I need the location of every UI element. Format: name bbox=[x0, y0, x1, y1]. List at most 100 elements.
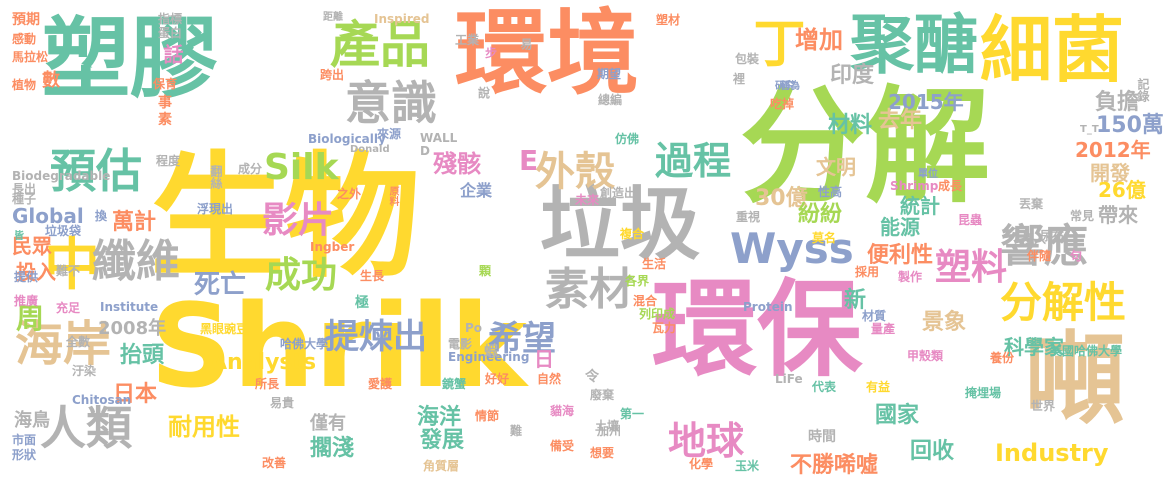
word-15: 纖維 bbox=[92, 236, 180, 287]
word-90: 易 bbox=[519, 38, 533, 50]
word-109: 程度 bbox=[156, 154, 181, 168]
word-130: Ingber bbox=[310, 240, 355, 254]
word-43: 負擔 bbox=[1095, 90, 1140, 115]
word-61: 發展 bbox=[420, 428, 465, 453]
word-22: 過程 bbox=[655, 139, 732, 183]
word-151: Protein bbox=[743, 300, 793, 314]
word-169: 所長 bbox=[255, 377, 280, 391]
word-23: E bbox=[519, 144, 539, 177]
word-7: 垃圾 bbox=[540, 178, 700, 271]
word-176: 掩埋場 bbox=[965, 386, 1002, 400]
word-87: 距離 bbox=[323, 12, 343, 23]
word-2: Shrilk bbox=[150, 280, 527, 414]
word-34: Global bbox=[12, 204, 84, 228]
word-72: 殘骸 bbox=[433, 150, 481, 178]
word-107: 翻絲 bbox=[209, 165, 223, 189]
word-187: 難 bbox=[510, 424, 523, 438]
word-132: 莫名 bbox=[812, 231, 837, 245]
word-119: 成長 bbox=[938, 179, 963, 193]
word-89: 工業 bbox=[455, 33, 480, 47]
word-162: 日 bbox=[534, 347, 554, 371]
word-190: 化學 bbox=[689, 457, 714, 471]
word-168: LiFe bbox=[775, 372, 803, 386]
word-184: 貓海 bbox=[550, 404, 575, 418]
word-191: 玉米 bbox=[735, 459, 760, 473]
word-44: 150萬 bbox=[1096, 113, 1164, 138]
word-148: 混合 bbox=[633, 294, 658, 308]
word-100: T_T bbox=[1080, 124, 1099, 135]
word-147: 各界 bbox=[625, 274, 650, 288]
word-9: 聚醣 bbox=[850, 9, 978, 83]
word-161: 蝦 bbox=[484, 344, 498, 360]
word-149: 列印成 bbox=[639, 307, 676, 321]
word-122: 重視 bbox=[736, 210, 761, 224]
word-116: 未來 bbox=[575, 193, 600, 207]
word-97: 稱為 bbox=[780, 81, 800, 92]
word-177: 世界 bbox=[1031, 399, 1056, 413]
word-8: 細菌 bbox=[980, 8, 1125, 92]
word-140: 採用 bbox=[855, 265, 880, 279]
word-195: 說 bbox=[478, 86, 491, 100]
word-63: 海洋 bbox=[417, 405, 462, 430]
word-113: 之外 bbox=[337, 187, 362, 201]
word-155: 全數 bbox=[66, 335, 91, 349]
word-125: 丟棄 bbox=[1019, 197, 1044, 211]
word-121: 性高 bbox=[818, 185, 843, 199]
word-154: 美國哈佛大學 bbox=[1050, 344, 1123, 358]
word-77: 預期 bbox=[12, 12, 40, 28]
word-24: Silk bbox=[264, 147, 339, 188]
word-6: 塑膠 bbox=[42, 7, 219, 110]
word-163: 甲殼類 bbox=[907, 349, 944, 363]
word-102: Biologically bbox=[308, 132, 386, 146]
word-46: 開發 bbox=[1090, 161, 1130, 185]
word-57: 國家 bbox=[875, 403, 920, 428]
word-30: 人類 bbox=[40, 401, 132, 455]
word-99: 記錄 bbox=[1136, 78, 1150, 102]
word-181: 第一 bbox=[620, 407, 645, 421]
word-3: 分解 bbox=[740, 75, 990, 220]
word-112: 浮現出 bbox=[197, 202, 234, 216]
word-110: 長出 bbox=[12, 182, 37, 196]
word-156: 黑眼豌豆 bbox=[200, 322, 249, 336]
word-79: 馬拉松 bbox=[12, 50, 49, 64]
word-64: 僅有 bbox=[310, 413, 346, 434]
word-45: 2012年 bbox=[1075, 138, 1151, 162]
word-165: 汙染 bbox=[72, 364, 97, 378]
word-96: 研究 bbox=[775, 81, 795, 92]
word-123: 昆蟲 bbox=[958, 213, 983, 227]
word-108: 成分 bbox=[238, 162, 263, 176]
word-16: 素材 bbox=[545, 264, 633, 315]
word-133: 埋入 bbox=[1022, 232, 1047, 246]
word-143: 充足 bbox=[56, 301, 81, 315]
word-80: 植物 bbox=[12, 78, 37, 92]
word-18: 響應 bbox=[1000, 221, 1088, 272]
word-175: 有益 bbox=[866, 380, 891, 394]
word-68: Analysts bbox=[210, 350, 317, 375]
word-38: 印度 bbox=[830, 63, 875, 88]
word-88: Inspired bbox=[374, 12, 430, 26]
word-73: 企業 bbox=[460, 181, 493, 200]
word-172: 自然 bbox=[537, 372, 562, 386]
word-48: 帶來 bbox=[1098, 203, 1138, 227]
word-129: 換 bbox=[95, 209, 108, 223]
word-105: D bbox=[420, 144, 430, 158]
word-142: 推廣 bbox=[14, 294, 39, 308]
word-171: 好好 bbox=[485, 372, 510, 386]
word-152: 材質 bbox=[862, 309, 887, 323]
word-20: 丁 bbox=[744, 16, 804, 68]
word-67: 抬頭 bbox=[120, 343, 165, 368]
word-13: 意識 bbox=[345, 76, 437, 130]
word-94: 包裝 bbox=[735, 52, 760, 66]
word-93: 塑材 bbox=[656, 13, 681, 27]
word-111: 種子 bbox=[12, 192, 37, 206]
word-120: Shrimp bbox=[890, 179, 939, 193]
word-192: 改善 bbox=[262, 456, 287, 470]
word-183: 情節 bbox=[475, 409, 500, 423]
word-160: Engineering bbox=[448, 350, 530, 364]
word-53: 便利性 bbox=[867, 243, 934, 268]
word-12: 產品 bbox=[330, 16, 430, 74]
word-136: 提供 bbox=[14, 270, 39, 284]
word-131: 複合 bbox=[620, 227, 645, 241]
word-153: 量產 bbox=[871, 322, 896, 336]
word-180: 土壤 bbox=[595, 419, 620, 433]
